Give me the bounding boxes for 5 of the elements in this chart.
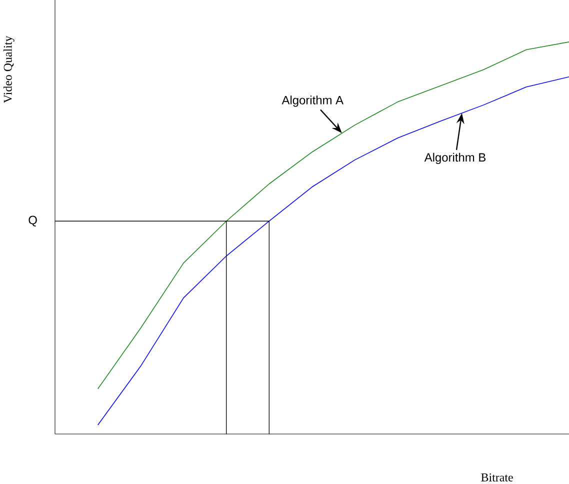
ref-line-label: Q: [28, 216, 37, 226]
x-axis-title: Bitrate: [481, 473, 513, 482]
y-axis-title: Video Quality: [3, 36, 14, 103]
series-label: Algorithm A: [282, 96, 344, 107]
series-label: Algorithm B: [424, 152, 486, 164]
